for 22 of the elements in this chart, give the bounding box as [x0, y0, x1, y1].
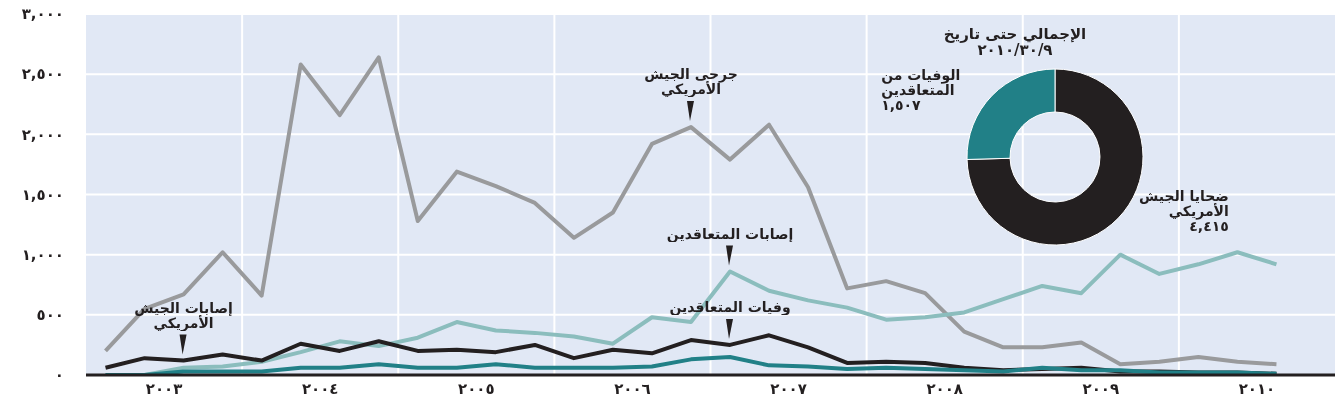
x-tick-label: ٢٠٠٤ [301, 379, 339, 398]
x-tick-label: ٢٠٠٦ [614, 379, 651, 398]
y-tick-label: ٣,٠٠٠ [21, 5, 64, 24]
slice-label: ضحايا الجيش الأمريكي [1137, 187, 1229, 219]
x-tick-label: ٢٠١٠ [1238, 379, 1276, 398]
x-tick-label: ٢٠٠٩ [1082, 379, 1120, 398]
y-tick-label: ١,٠٠٠ [21, 245, 64, 264]
x-tick-label: ٢٠٠٧ [770, 379, 807, 398]
annotation: وفيات المتعاقدين [669, 298, 791, 315]
y-tick-label: ١,٥٠٠ [21, 185, 64, 204]
y-tick-label: ٢,٥٠٠ [21, 65, 64, 84]
annotation: إصابات المتعاقدين [666, 225, 794, 242]
x-tick-label: ٢٠٠٨ [926, 379, 963, 398]
y-tick-label: ٢,٠٠٠ [21, 125, 64, 144]
chart-title: الإجمالي حتى تاريخ ٢٠١٠/٣٠/٩ [942, 25, 1088, 59]
y-tick-label: ٠ [54, 366, 64, 385]
annotation: إصابات الجيش الأمريكي [133, 299, 234, 331]
x-tick-label: ٢٠٠٥ [458, 379, 495, 398]
slice-label: الوفيات من المتعاقدين [881, 67, 962, 99]
y-tick-label: ٥٠٠ [36, 306, 64, 325]
annotation: جرحى الجيش الأمريكي [643, 66, 739, 98]
x-tick-label: ٢٠٠٣ [145, 379, 183, 398]
